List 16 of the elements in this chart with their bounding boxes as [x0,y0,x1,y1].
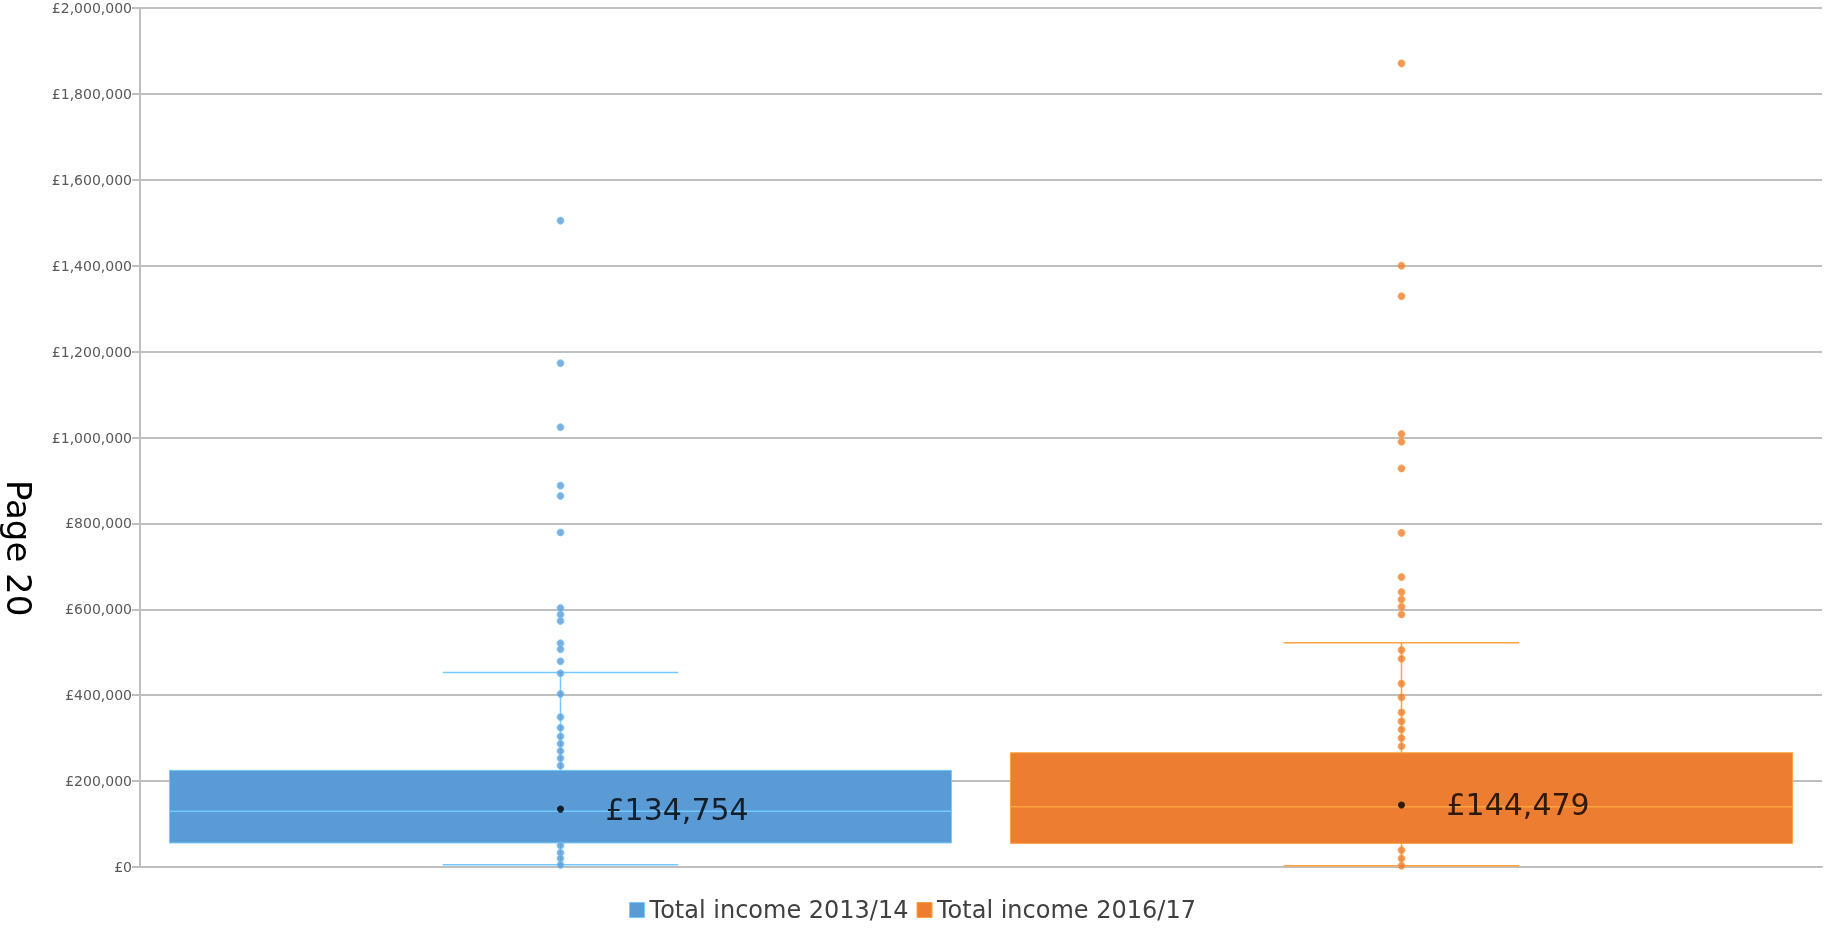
legend-label: Total income 2013/14 [648,896,909,924]
y-tick-label: £1,800,000 [51,85,132,102]
annotation: £144,479 [1446,787,1590,823]
y-tick-label: £0 [114,859,132,875]
y-tick-label: £200,000 [65,773,132,790]
y-tick-label: £800,000 [65,515,132,532]
legend-label: Total income 2016/17 [936,896,1196,924]
text: Page 20 [0,480,39,617]
y-tick-label: £600,000 [65,601,132,618]
y-tick-label: £1,000,000 [51,429,132,446]
y-tick-label: £1,600,000 [51,171,132,188]
y-tick-label: £2,000,000 [51,0,132,16]
y-tick-label: £1,200,000 [51,343,132,360]
y-tick-label: £400,000 [65,687,132,704]
annotation: £134,754 [605,791,749,827]
y-tick-label: £1,400,000 [51,257,132,274]
